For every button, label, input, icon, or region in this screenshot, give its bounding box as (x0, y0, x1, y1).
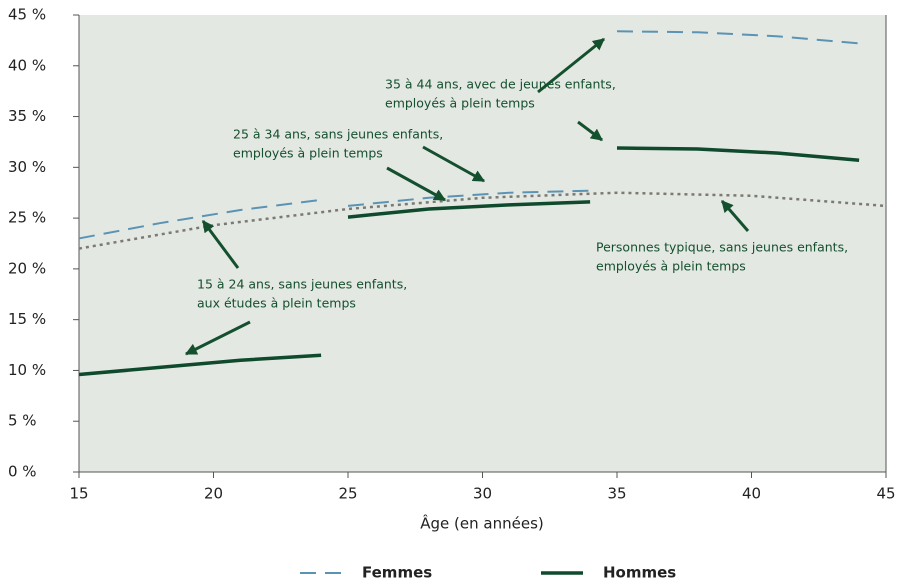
annotation: 15 à 24 ans, sans jeunes enfants, (197, 277, 407, 292)
annotation: employés à plein temps (233, 146, 383, 161)
x-tick-label: 15 (69, 485, 88, 503)
y-tick-label: 30 % (8, 158, 46, 176)
x-tick-label: 40 (742, 485, 761, 503)
series-line (347, 189, 591, 207)
y-tick-label: 15 % (8, 310, 46, 328)
x-tick-label: 30 (473, 485, 492, 503)
series-line (78, 191, 887, 250)
annotation: 25 à 34 ans, sans jeunes enfants, (233, 127, 443, 142)
y-tick-label: 25 % (8, 209, 46, 227)
x-tick-label: 45 (876, 485, 895, 503)
plot-area (79, 15, 886, 472)
annotation: aux études à plein temps (197, 296, 356, 311)
arrow (577, 120, 603, 142)
y-tick-label: 0 % (8, 463, 37, 481)
arrow (386, 166, 447, 202)
arrow (537, 37, 605, 94)
x-tick-label: 35 (607, 485, 626, 503)
x-tick-label: 25 (338, 485, 357, 503)
legend-label: Femmes (362, 564, 432, 582)
annotation: employés à plein temps (596, 259, 746, 274)
series-line (347, 200, 591, 219)
annotation: 35 à 44 ans, avec de jeunes enfants, (385, 77, 616, 92)
y-tick-label: 5 % (8, 412, 37, 430)
annotation: employés à plein temps (385, 96, 535, 111)
legend-label: Hommes (603, 564, 676, 582)
y-tick-label: 10 % (8, 361, 46, 379)
y-tick-label: 40 % (8, 56, 46, 74)
x-axis-label: Âge (en années) (420, 514, 543, 533)
arrow (201, 220, 240, 269)
series-line (78, 353, 322, 377)
series-line (616, 146, 860, 162)
arrow (184, 320, 251, 356)
x-tick-label: 20 (204, 485, 223, 503)
arrow (422, 145, 486, 183)
y-tick-label: 45 % (8, 6, 46, 24)
series-line (616, 30, 860, 45)
y-tick-label: 20 % (8, 259, 46, 277)
annotation: Personnes typique, sans jeunes enfants, (596, 240, 848, 255)
y-tick-label: 35 % (8, 107, 46, 125)
arrow (720, 200, 750, 232)
series-line (78, 198, 322, 240)
